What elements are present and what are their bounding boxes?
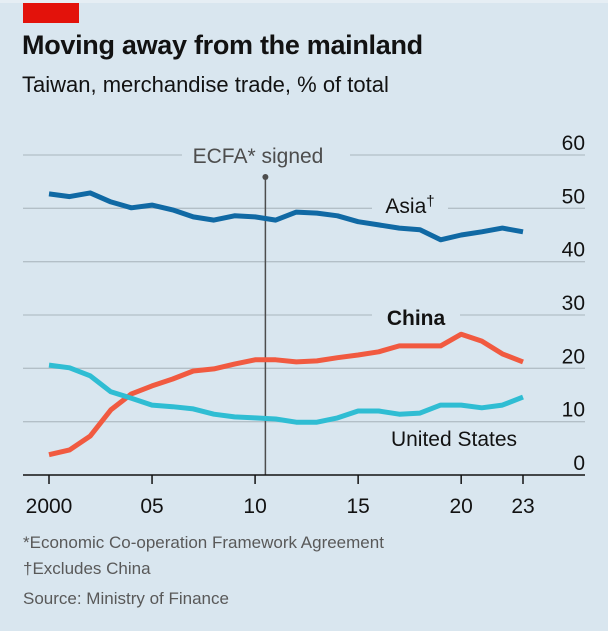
series-line-united-states [48,362,524,425]
x-tick-label: 05 [140,495,163,518]
series-line-asia [48,190,524,243]
x-tick-label: 23 [511,495,534,518]
y-axis-labels: 10 20 30 40 50 60 0 [562,132,585,475]
x-tick-label: 20 [449,495,472,518]
y-tick-label: 0 [573,452,585,475]
footnote-ecfa: *Economic Co-operation Framework Agreeme… [23,533,384,552]
chart-title: Moving away from the mainland [22,30,423,60]
x-tick-label: 2000 [26,495,73,518]
footnote-asia: †Excludes China [23,559,151,578]
series-label-china: China [387,307,446,330]
y-tick-label: 50 [562,185,585,208]
gridlines [23,154,585,423]
series-label-asia: Asia† [385,193,434,218]
y-tick-label: 60 [562,132,585,155]
source-note: Source: Ministry of Finance [23,589,229,608]
x-tick-label: 10 [243,495,266,518]
series-label-united-states: United States [391,428,517,451]
brand-red-bar [23,3,79,23]
y-tick-label: 40 [562,239,585,262]
series-labels: Asia† China United States [385,193,517,451]
y-tick-label: 30 [562,292,585,315]
series-lines [48,190,524,458]
y-tick-label: 10 [562,399,585,422]
chart-subtitle: Taiwan, merchandise trade, % of total [22,72,389,97]
ecfa-label: ECFA* signed [193,145,324,168]
ecfa-marker-dot [262,174,269,180]
dagger-mark: † [426,193,434,210]
top-strip [0,0,608,3]
ecfa-annotation: ECFA* signed [193,145,324,475]
x-axis: 2000 05 10 15 20 23 [23,474,585,518]
y-tick-label: 20 [562,345,585,368]
x-tick-label: 15 [346,495,369,518]
